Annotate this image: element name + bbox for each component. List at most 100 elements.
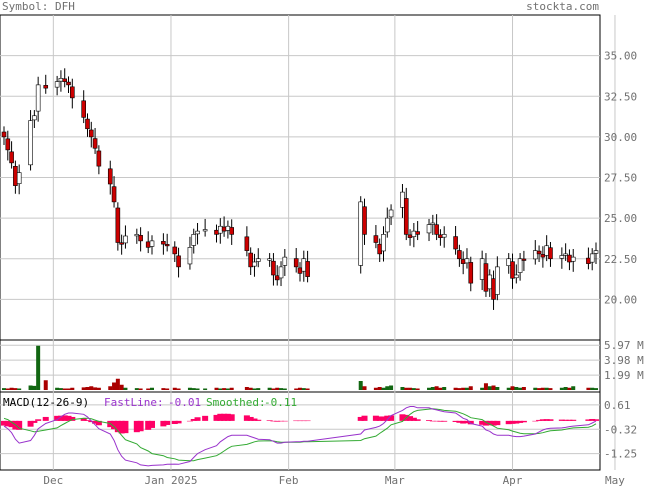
volume-bar (457, 388, 462, 390)
macd-lines (1, 406, 599, 467)
macd-histogram-bar (217, 413, 224, 421)
volume-bar (5, 388, 10, 390)
volume-bar (112, 382, 117, 390)
macd-histogram-bar (247, 416, 254, 421)
volume-bar (85, 387, 90, 390)
macd-histogram-bar (31, 420, 38, 423)
candle-down (434, 224, 439, 235)
macd-histogram-bar (505, 420, 512, 425)
candle-down (107, 168, 113, 185)
macd-histogram-bar (92, 420, 99, 424)
volume-bar (468, 386, 473, 390)
macd-histogram-bar (539, 419, 546, 421)
volume-bar (389, 385, 394, 390)
candle-up (301, 258, 307, 272)
macd-histogram-bar (133, 420, 140, 433)
candle-down (586, 257, 591, 264)
macd-histogram-bar (520, 420, 527, 423)
macd-histogram-bar (547, 419, 554, 421)
candle-up (593, 250, 599, 254)
macd-histogram-bar (228, 414, 235, 421)
candle-down (244, 236, 250, 251)
volume-bar (567, 387, 572, 390)
candle-down (377, 243, 382, 255)
macd-histogram-bar (486, 420, 493, 426)
macd-histogram-bar (16, 420, 23, 430)
candle-up (487, 274, 493, 290)
volume-bar (138, 388, 143, 390)
price-tick-label: 27.50 (604, 172, 637, 185)
macd-histogram-bar (202, 415, 209, 421)
volume-bar (298, 387, 302, 390)
macd-histogram-bar (213, 414, 220, 421)
macd-histogram-bar (429, 420, 436, 422)
candle-down (138, 235, 143, 242)
volume-bar (594, 388, 598, 390)
volume-bar (358, 381, 363, 390)
candle-up (134, 234, 140, 237)
macd-histogram-bar (186, 420, 193, 422)
volume-bar (510, 386, 515, 390)
volume-bar (282, 388, 287, 390)
macd-histogram-bar (69, 416, 76, 421)
candle-down (271, 260, 276, 276)
candle-down (221, 226, 227, 232)
volume-bar (430, 387, 435, 390)
macd-histogram-bar (593, 419, 599, 421)
candle-up (54, 81, 60, 88)
site-name: stockta.com (526, 0, 599, 13)
candle-down (540, 254, 546, 258)
volume-bar (438, 387, 443, 390)
macd-histogram-bar (410, 417, 417, 421)
volume-bar (267, 387, 272, 390)
fastline-value: -0.01 (168, 396, 201, 409)
smoothed-label: Smoothed: (206, 396, 266, 409)
candle-down (521, 258, 527, 261)
candle-up (225, 225, 231, 231)
volume-bar (214, 387, 219, 390)
volume-bar (506, 387, 511, 390)
candles (1, 68, 599, 310)
volume-bar (58, 388, 63, 390)
macd-histogram-bar (372, 415, 379, 421)
volume-bar (434, 386, 439, 390)
macd-histogram-bar (137, 420, 144, 432)
candle-up (255, 258, 261, 262)
volume-bar (415, 388, 420, 390)
price-tick-label: 32.50 (604, 90, 637, 103)
volume-panel (0, 339, 601, 393)
candle-down (214, 229, 219, 235)
candle-down (164, 244, 170, 247)
volume-bar (146, 388, 151, 390)
macd-histogram-bar (194, 417, 201, 421)
candle-down (373, 235, 379, 243)
volume-bar (400, 387, 405, 390)
volume-bar (377, 387, 382, 390)
macd-histogram-bar (426, 420, 433, 421)
volume-bar (81, 387, 86, 390)
macd-histogram-bar (65, 415, 72, 421)
candle-up (570, 256, 576, 262)
volume-bar (195, 388, 200, 390)
volume-bar (9, 387, 14, 390)
volume-bar (483, 383, 488, 390)
macd-histogram-bar (95, 420, 102, 426)
candle-up (426, 224, 432, 234)
price-tick-label: 35.00 (604, 50, 637, 63)
axis-labels: 35.00 32.50 30.00 27.50 25.00 22.50 20.00 Dec Ja… (43, 50, 644, 486)
volume-bar (461, 387, 466, 390)
volume-bar (222, 388, 227, 390)
candle-down (407, 234, 413, 238)
candle-down (438, 234, 443, 238)
candle-up (559, 255, 565, 259)
volume-bar (17, 388, 22, 390)
macd-histogram-bar (589, 418, 596, 421)
volume-bar (540, 387, 545, 390)
candle-down (5, 138, 11, 151)
macd-histogram-bar (509, 420, 516, 424)
candle-up (506, 258, 512, 266)
macd-histogram-bar (380, 416, 387, 421)
volume-bar (36, 345, 41, 390)
volume-bar (248, 387, 253, 390)
